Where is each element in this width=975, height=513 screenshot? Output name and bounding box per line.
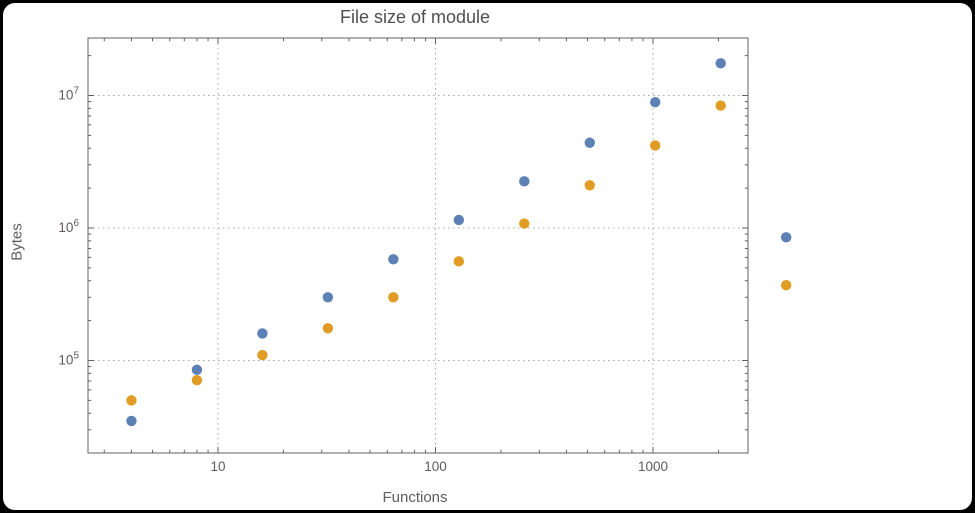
data-point-blue: [780, 232, 792, 243]
data-point-blue: [191, 364, 203, 376]
data-point-orange: [388, 292, 399, 303]
data-point-orange: [453, 256, 465, 267]
chart-title: File size of module: [339, 7, 491, 27]
x-tick-label: 10: [210, 459, 225, 474]
data-point-blue: [388, 254, 399, 265]
data-point-orange: [126, 395, 137, 406]
data-point-orange: [715, 100, 726, 111]
data-point-orange: [191, 375, 203, 386]
data-point-orange: [519, 218, 530, 229]
x-axis-label: Functions: [382, 489, 448, 506]
data-point-orange: [584, 180, 595, 191]
data-point-blue: [126, 415, 137, 427]
data-point-orange: [780, 280, 792, 291]
data-point-blue: [257, 328, 268, 339]
data-point-blue: [519, 176, 530, 187]
x-tick-label: 1000: [638, 459, 668, 474]
y-tick-label: 105: [58, 351, 79, 368]
data-point-blue: [715, 58, 726, 69]
x-tick-label: 100: [424, 459, 447, 474]
data-point-blue: [453, 214, 465, 226]
chart-figure: 10 100 1000 105 106 107 File size of module B…: [3, 3, 972, 510]
y-axis-label: Bytes: [8, 223, 26, 261]
data-point-orange: [322, 323, 334, 334]
data-point-blue: [322, 292, 334, 303]
y-tick-label: 107: [58, 86, 79, 103]
plot-canvas: 10 100 1000 105 106 107: [58, 37, 792, 474]
data-point-blue: [584, 137, 595, 148]
data-point-blue: [650, 97, 661, 108]
plot-frame: [87, 37, 749, 454]
data-point-orange: [650, 140, 661, 151]
y-tick-label: 106: [58, 218, 79, 235]
data-point-orange: [257, 349, 268, 361]
